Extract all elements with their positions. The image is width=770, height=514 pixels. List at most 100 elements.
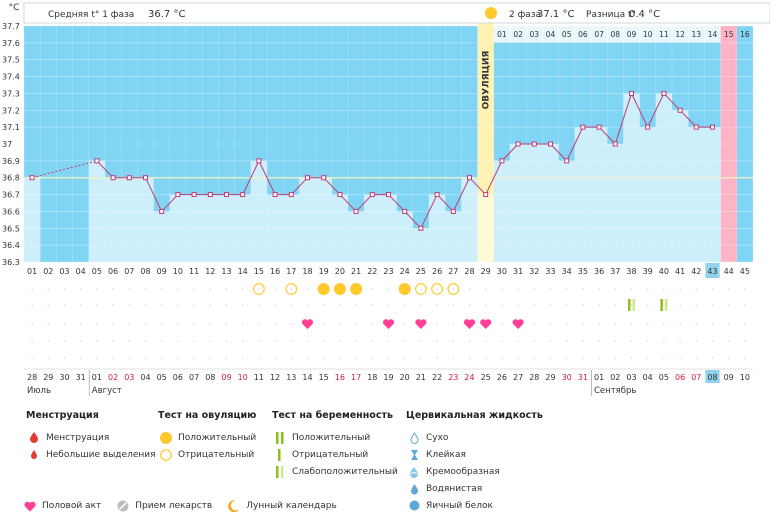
drop-icon xyxy=(26,432,42,443)
phase2-day-label: 13 xyxy=(692,30,702,39)
legend-title: Тест на беременность xyxy=(272,410,393,421)
cycle-day-axis: 01 02 03 04 05 06 07 08 09 10 11 12 13 14 15 16 17 18 19 20… xyxy=(27,263,750,278)
calendar-date: 01 xyxy=(594,373,604,382)
grid-dot xyxy=(403,357,406,359)
grid-dot xyxy=(96,304,98,306)
calendar-date: 04 xyxy=(643,373,653,382)
ovulation-label: ОВУЛЯЦИЯ xyxy=(482,51,492,110)
cycle-day-label: 34 xyxy=(562,267,572,276)
ovulation-test-positive xyxy=(350,283,363,295)
grid-dot xyxy=(582,340,584,342)
heart-icon xyxy=(415,319,427,329)
grid-dot xyxy=(144,304,147,306)
grid-dot xyxy=(549,323,552,325)
dry-drop-icon xyxy=(406,431,422,444)
grid-dot xyxy=(144,357,147,359)
grid-dot xyxy=(420,288,422,290)
heart-icon xyxy=(512,319,524,329)
calendar-date: 13 xyxy=(286,373,296,382)
calendar-date: 05 xyxy=(659,373,669,382)
creamy-icon xyxy=(406,466,422,478)
line-segment xyxy=(242,160,260,195)
grid-dot xyxy=(582,288,584,290)
cycle-day-label: 16 xyxy=(270,267,280,276)
grid-dot xyxy=(63,323,66,325)
heart-icon xyxy=(24,501,36,512)
temperature-point xyxy=(450,208,456,214)
grid-dot xyxy=(274,340,276,342)
line-segment xyxy=(614,93,632,145)
temperature-bar xyxy=(704,127,721,263)
grid-dot xyxy=(452,340,455,342)
temperature-bar xyxy=(283,194,300,262)
cycle-day-label: 31 xyxy=(513,267,523,276)
cycle-day-label: 42 xyxy=(691,267,701,276)
calendar-date: 16 xyxy=(335,373,345,382)
calendar-date: 14 xyxy=(302,373,312,382)
grid-dot xyxy=(630,323,633,325)
grid-dot xyxy=(274,304,276,306)
grid-dot xyxy=(371,357,374,359)
temperature-bar xyxy=(88,160,105,262)
grid-dot xyxy=(241,288,244,290)
grid-dot xyxy=(501,340,503,342)
line-segment xyxy=(355,194,373,212)
temperature-point xyxy=(548,141,553,147)
temperature-point xyxy=(321,175,327,181)
phase2-day-label: 07 xyxy=(594,30,604,39)
grid-dot xyxy=(614,288,617,290)
calendar-date: 03 xyxy=(626,373,636,382)
temperature-point xyxy=(645,124,651,130)
phase2-day-cell xyxy=(720,26,737,42)
heart-icon xyxy=(301,319,314,329)
grid-dot xyxy=(549,288,552,290)
grid-dot xyxy=(290,323,293,325)
watery-drop-icon xyxy=(406,483,422,495)
phase1-label: Средняя t° 1 фаза xyxy=(48,10,134,20)
grid-dot xyxy=(582,323,584,325)
legend-item: Слабоположительный xyxy=(292,466,398,477)
grid-dot xyxy=(47,323,50,325)
cycle-day-label: 24 xyxy=(400,267,410,276)
ovulation-sun-icon xyxy=(485,7,497,19)
temperature-point xyxy=(175,192,181,198)
grid-dot xyxy=(646,357,649,359)
grid-dot xyxy=(128,288,131,290)
grid-dot xyxy=(549,304,552,306)
temperature-bar xyxy=(688,127,705,263)
y-tick-label: 36.3 xyxy=(2,258,20,267)
day-columns xyxy=(24,3,737,263)
grid-dot xyxy=(355,357,357,359)
temperature-bar xyxy=(574,127,591,263)
grid-dot xyxy=(533,288,536,290)
grid-dot xyxy=(711,304,714,306)
grid-dot xyxy=(306,340,309,342)
cycle-day-label: 22 xyxy=(367,267,377,276)
grid-dot xyxy=(274,288,276,290)
grid-dot xyxy=(290,357,293,359)
grid-dot xyxy=(420,357,422,359)
phase2-day-label: 16 xyxy=(740,30,750,39)
grid-dot xyxy=(565,323,568,325)
grid-dot xyxy=(209,357,212,359)
grid-dot xyxy=(695,357,698,359)
grid-dot xyxy=(533,340,536,342)
grid-dot xyxy=(614,357,617,359)
faint-line-icon xyxy=(272,465,288,478)
grid-dot xyxy=(160,357,163,359)
legend-cervical: Цервикальная жидкость Сухо Клейкая Кремо… xyxy=(406,410,543,514)
grid-dot xyxy=(646,340,649,342)
grid-dot xyxy=(630,340,633,342)
month-label: Сентябрь xyxy=(594,386,636,396)
temperature-bar xyxy=(607,144,624,262)
moon-icon xyxy=(228,500,240,512)
phase2-day-row: 01 02 03 04 05 06 07 08 09 10 11 12 13 14 15 16 xyxy=(493,25,750,43)
grid-dot xyxy=(128,357,131,359)
grid-dot xyxy=(582,357,584,359)
cycle-day-label: 13 xyxy=(221,267,231,276)
temperature-point xyxy=(661,90,667,96)
line-segment xyxy=(679,109,697,128)
grid-dot xyxy=(565,304,568,306)
grid-dot xyxy=(322,340,325,342)
grid-dot xyxy=(533,304,536,306)
